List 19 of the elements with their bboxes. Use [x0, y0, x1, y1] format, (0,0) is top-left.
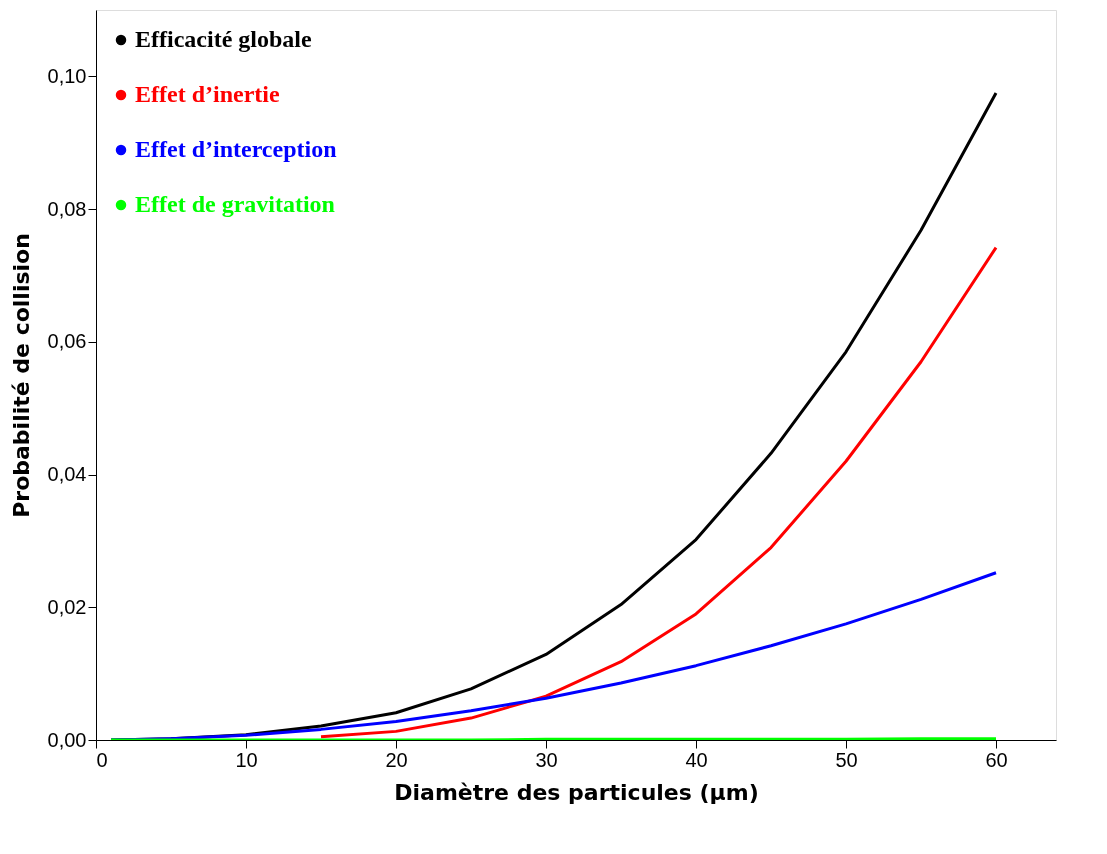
x-tick-label: 20	[385, 748, 408, 771]
legend-label: Effet d’inertie	[135, 81, 280, 107]
legend-label: Effet de gravitation	[135, 191, 335, 217]
y-axis-title: Probabilité de collision	[8, 233, 34, 518]
x-tick-label: 40	[685, 748, 708, 771]
y-tick-label: 0,04	[47, 463, 87, 486]
x-tick-label: 30	[535, 748, 558, 771]
x-tick-label: 0	[96, 748, 108, 771]
y-tick-label: 0,00	[47, 728, 87, 751]
y-tick-label: 0,06	[47, 330, 87, 353]
y-tick-label: 0,08	[47, 197, 87, 220]
legend-label: Efficacité globale	[135, 26, 312, 52]
y-tick-label: 0,10	[47, 64, 87, 87]
x-axis-title: Diamètre des particules (µm)	[394, 779, 759, 805]
x-tick-label: 10	[235, 748, 258, 771]
legend-label: Effet d’interception	[135, 136, 337, 162]
y-tick-label: 0,02	[47, 595, 87, 618]
x-tick-label: 50	[835, 748, 858, 771]
x-tick-label: 60	[985, 748, 1008, 771]
